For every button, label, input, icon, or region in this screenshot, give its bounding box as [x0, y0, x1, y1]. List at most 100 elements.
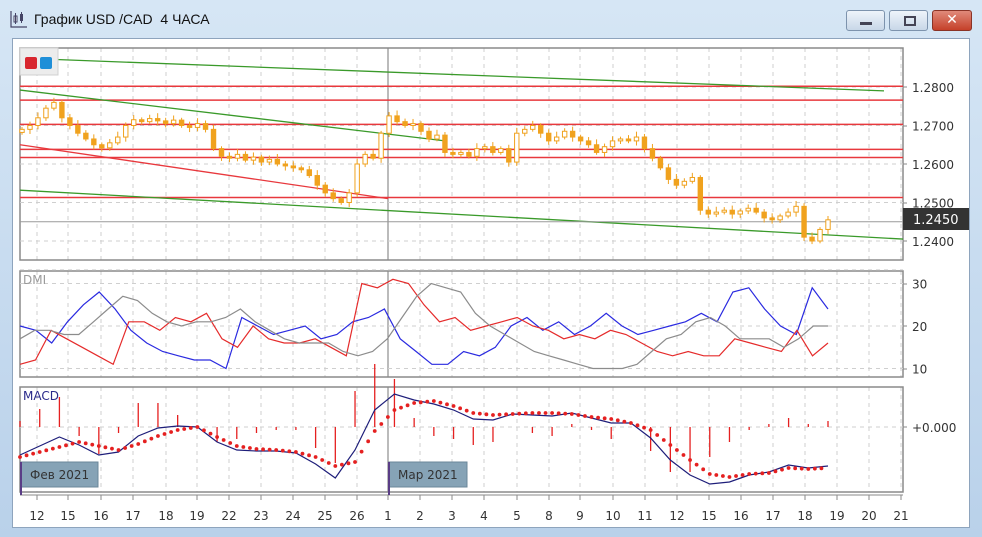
month-label-mar: Мар 2021 — [388, 461, 468, 495]
candle — [785, 208, 791, 219]
candle-body-bearish — [298, 167, 305, 171]
candle-body-bearish — [154, 118, 161, 122]
macd-signal-dot — [215, 435, 219, 439]
candle — [370, 149, 376, 161]
macd-signal-dot — [799, 466, 804, 471]
candle-body-bearish — [322, 184, 328, 194]
macd-signal-dot — [392, 408, 397, 412]
blue-square-icon[interactable] — [40, 57, 52, 69]
title-bar[interactable]: График USD /CAD 4 ЧАСА ✕ — [0, 0, 982, 38]
candle — [577, 134, 584, 145]
macd-signal-dot — [64, 443, 68, 448]
maximize-button[interactable] — [889, 10, 928, 31]
macd-signal-dot — [359, 449, 364, 454]
candle — [394, 110, 400, 125]
time-axis-label: 1 — [384, 509, 392, 523]
dmi-pane[interactable] — [19, 278, 829, 370]
candle-body-bullish — [51, 101, 57, 109]
candle — [769, 213, 775, 224]
candle — [131, 115, 137, 130]
macd-signal-dot — [188, 426, 193, 430]
time-axis-label: 2 — [416, 509, 424, 523]
close-button[interactable]: ✕ — [932, 10, 972, 31]
macd-signal-dot — [208, 431, 213, 436]
macd-signal-dot — [228, 441, 233, 445]
month-label-feb: Фев 2021 — [20, 461, 99, 495]
candle-body-bearish — [306, 169, 312, 177]
price-pane[interactable] — [19, 57, 904, 245]
dmi-title: DMI — [23, 273, 46, 287]
candle — [633, 131, 640, 146]
candle-body-bearish — [59, 101, 65, 119]
time-axis-label: 11 — [637, 509, 652, 523]
macd-signal-dot — [576, 413, 581, 417]
trend-line — [19, 57, 885, 92]
candle — [522, 126, 528, 137]
macd-line — [19, 393, 829, 485]
candle — [745, 204, 751, 215]
macd-signal-dot — [701, 467, 706, 472]
candle-body-bearish — [91, 138, 97, 146]
candle — [673, 174, 680, 190]
candle — [402, 118, 408, 128]
time-axis-label: 22 — [221, 509, 236, 523]
minimize-button[interactable] — [846, 10, 885, 31]
macd-signal-dot — [129, 444, 134, 448]
macd-signal-dot — [675, 448, 679, 452]
candle — [506, 144, 512, 167]
macd-signal-dot — [530, 411, 535, 415]
macd-signal-dot — [339, 462, 344, 467]
macd-signal-dot — [445, 402, 449, 407]
candle-body-bearish — [545, 132, 552, 142]
macd-pane[interactable] — [18, 364, 829, 485]
macd-signal-dot — [812, 466, 817, 471]
candle-body-bearish — [186, 125, 193, 128]
candle-body-bearish — [577, 136, 584, 142]
candle-body-bearish — [506, 148, 512, 163]
time-axis-label: 17 — [765, 509, 780, 523]
time-axis-label: 17 — [125, 509, 140, 523]
candle-body-bullish — [146, 118, 153, 123]
candle — [474, 143, 480, 161]
window-title: График USD /CAD 4 ЧАСА — [34, 11, 210, 27]
red-square-icon[interactable] — [25, 57, 37, 69]
candle — [330, 188, 336, 202]
time-axis-label: 12 — [29, 509, 44, 523]
candle-body-bullish — [514, 132, 520, 163]
candle-body-bearish — [290, 165, 297, 169]
candle-body-bearish — [593, 144, 600, 153]
candle-body-bullish — [410, 123, 416, 126]
macd-signal-dot — [668, 443, 673, 447]
macd-signal-dot — [780, 467, 784, 472]
candle — [290, 161, 297, 172]
candle-body-bearish — [226, 155, 233, 159]
macd-signal-dot — [543, 411, 548, 415]
candle — [625, 135, 632, 144]
macd-axis-label: +0.000 — [912, 421, 956, 435]
time-axis-label: 26 — [349, 509, 364, 523]
macd-signal-dot — [320, 458, 325, 462]
candle — [729, 205, 735, 219]
candle — [19, 127, 25, 135]
macd-signal-dot — [31, 451, 36, 456]
macd-signal-dot — [103, 445, 108, 450]
trend-line — [19, 89, 446, 142]
candle — [35, 112, 41, 130]
macd-signal-dot — [484, 412, 489, 417]
axes: 1.2800 1.2700 1.2600 1.2500 1.2400 30 20 10 +0.0… — [20, 81, 956, 523]
macd-signal-dot — [294, 450, 298, 454]
candle — [482, 143, 488, 153]
candle — [793, 200, 799, 217]
color-scheme-toggle[interactable] — [19, 47, 59, 76]
macd-signal-dot — [517, 411, 522, 416]
macd-signal-dot — [615, 418, 620, 423]
macd-signal-dot — [202, 428, 206, 433]
macd-signal-dot — [569, 412, 574, 416]
candle-body-bearish — [697, 176, 704, 211]
macd-signal-dot — [642, 425, 646, 430]
candle-body-bearish — [769, 217, 775, 221]
candle-body-bearish — [218, 148, 225, 157]
candle — [378, 130, 384, 163]
candle-body-bearish — [426, 130, 432, 140]
